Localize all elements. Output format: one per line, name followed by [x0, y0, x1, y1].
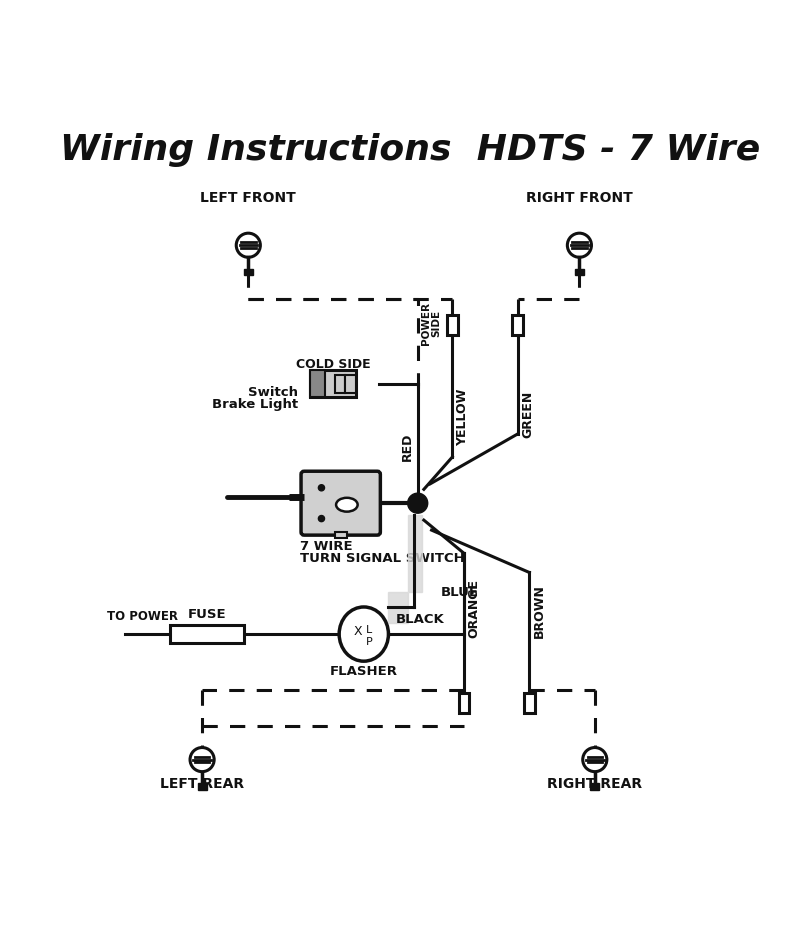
Text: ORANGE: ORANGE — [467, 578, 481, 638]
Bar — [170, 625, 245, 644]
Text: RED: RED — [401, 432, 414, 460]
Polygon shape — [389, 515, 422, 623]
Bar — [590, 783, 599, 790]
Bar — [334, 375, 346, 393]
FancyBboxPatch shape — [301, 471, 380, 535]
Circle shape — [318, 485, 325, 491]
Bar — [575, 270, 584, 276]
Bar — [346, 375, 356, 393]
Circle shape — [236, 234, 260, 258]
Text: FLASHER: FLASHER — [330, 664, 398, 677]
Ellipse shape — [339, 607, 389, 662]
Circle shape — [318, 516, 325, 522]
Text: COLD SIDE: COLD SIDE — [296, 357, 370, 370]
Text: P: P — [366, 637, 373, 646]
Bar — [198, 783, 206, 790]
Text: Brake Light: Brake Light — [212, 397, 298, 410]
Bar — [310, 371, 325, 398]
Text: RIGHT REAR: RIGHT REAR — [547, 776, 642, 790]
Text: TO POWER: TO POWER — [106, 609, 178, 622]
Text: GREEN: GREEN — [522, 390, 534, 437]
Text: TURN SIGNAL SWITCH: TURN SIGNAL SWITCH — [300, 551, 465, 564]
Circle shape — [190, 748, 214, 772]
Text: LEFT FRONT: LEFT FRONT — [201, 191, 296, 205]
Bar — [447, 316, 458, 335]
Text: POWER
SIDE: POWER SIDE — [421, 302, 442, 344]
Text: Wiring Instructions  HDTS - 7 Wire: Wiring Instructions HDTS - 7 Wire — [60, 133, 760, 167]
Bar — [458, 693, 470, 714]
Text: X: X — [354, 624, 362, 637]
Text: RIGHT FRONT: RIGHT FRONT — [526, 191, 633, 205]
Text: BROWN: BROWN — [533, 584, 546, 638]
Text: BLUE: BLUE — [441, 586, 478, 599]
Circle shape — [582, 748, 607, 772]
Text: L: L — [366, 624, 372, 634]
Text: YELLOW: YELLOW — [456, 388, 469, 445]
Bar — [244, 270, 253, 276]
Text: BLACK: BLACK — [396, 612, 445, 625]
Circle shape — [408, 494, 428, 513]
Text: RED: RED — [216, 629, 244, 642]
Circle shape — [567, 234, 591, 258]
Text: FUSE: FUSE — [188, 608, 226, 621]
Text: LEFT REAR: LEFT REAR — [160, 776, 244, 790]
Ellipse shape — [336, 498, 358, 512]
Bar — [334, 533, 347, 538]
Bar — [513, 316, 523, 335]
Bar — [310, 371, 356, 398]
Bar — [524, 693, 534, 714]
Text: 7 WIRE: 7 WIRE — [300, 539, 353, 552]
Text: Switch: Switch — [248, 385, 298, 398]
